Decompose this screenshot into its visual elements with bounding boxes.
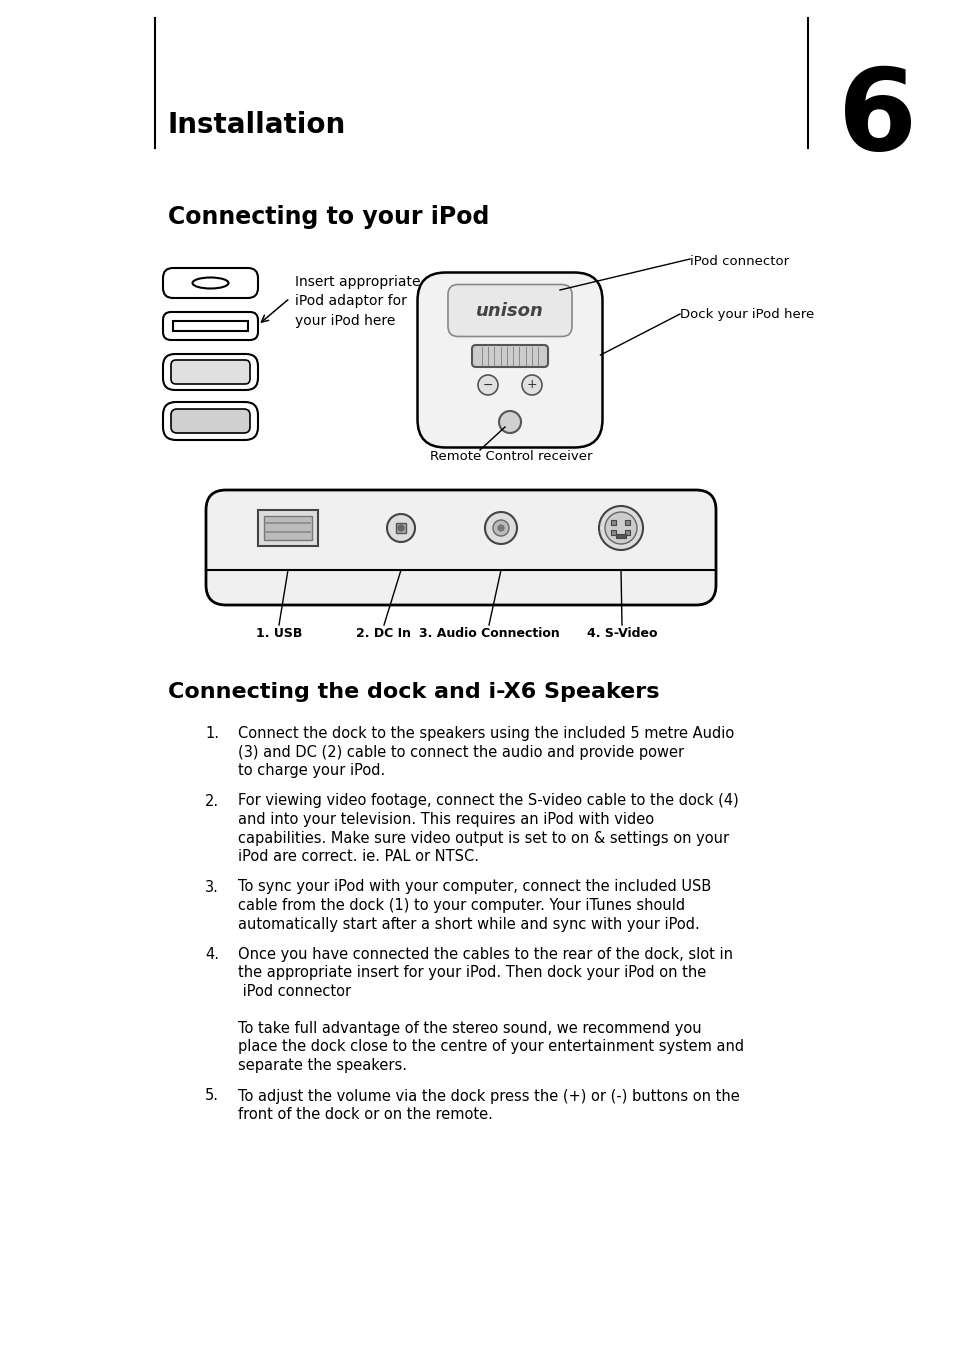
Circle shape xyxy=(604,512,637,544)
Text: unison: unison xyxy=(476,302,543,320)
Text: 1.: 1. xyxy=(205,726,219,741)
Bar xyxy=(616,533,625,538)
Circle shape xyxy=(493,520,509,536)
Text: and into your television. This requires an iPod with video: and into your television. This requires … xyxy=(237,812,654,827)
Circle shape xyxy=(397,525,403,531)
Text: (3) and DC (2) cable to connect the audio and provide power: (3) and DC (2) cable to connect the audi… xyxy=(237,745,683,760)
FancyBboxPatch shape xyxy=(163,353,257,390)
Circle shape xyxy=(521,375,541,395)
Text: Once you have connected the cables to the rear of the dock, slot in: Once you have connected the cables to th… xyxy=(237,946,732,961)
Text: to charge your iPod.: to charge your iPod. xyxy=(237,764,385,779)
Text: Remote Control receiver: Remote Control receiver xyxy=(430,450,592,463)
FancyBboxPatch shape xyxy=(163,402,257,440)
Bar xyxy=(611,529,616,535)
FancyBboxPatch shape xyxy=(448,284,572,337)
Bar xyxy=(257,510,317,546)
FancyBboxPatch shape xyxy=(206,490,716,605)
FancyBboxPatch shape xyxy=(163,311,257,340)
Text: the appropriate insert for your iPod. Then dock your iPod on the: the appropriate insert for your iPod. Th… xyxy=(237,965,705,980)
Circle shape xyxy=(497,525,503,531)
Bar xyxy=(625,520,630,524)
Text: cable from the dock (1) to your computer. Your iTunes should: cable from the dock (1) to your computer… xyxy=(237,898,684,913)
Text: capabilities. Make sure video output is set to on & settings on your: capabilities. Make sure video output is … xyxy=(237,830,728,845)
Circle shape xyxy=(598,506,642,550)
Text: Connecting to your iPod: Connecting to your iPod xyxy=(168,204,489,229)
Text: iPod connector: iPod connector xyxy=(237,984,351,999)
Text: For viewing video footage, connect the S-video cable to the dock (4): For viewing video footage, connect the S… xyxy=(237,793,738,808)
Text: To take full advantage of the stereo sound, we recommend you: To take full advantage of the stereo sou… xyxy=(237,1021,700,1036)
Text: 2.: 2. xyxy=(205,793,219,808)
Text: 3.: 3. xyxy=(205,880,218,895)
Bar xyxy=(264,516,312,540)
Text: To adjust the volume via the dock press the (+) or (-) buttons on the: To adjust the volume via the dock press … xyxy=(237,1089,739,1104)
Text: iPod are correct. ie. PAL or NTSC.: iPod are correct. ie. PAL or NTSC. xyxy=(237,849,478,864)
Text: Connect the dock to the speakers using the included 5 metre Audio: Connect the dock to the speakers using t… xyxy=(237,726,734,741)
Bar xyxy=(611,520,616,524)
Text: Connecting the dock and i-X6 Speakers: Connecting the dock and i-X6 Speakers xyxy=(168,682,659,701)
Circle shape xyxy=(484,512,517,544)
Text: iPod connector: iPod connector xyxy=(689,255,788,268)
Text: Insert appropriate
iPod adaptor for
your iPod here: Insert appropriate iPod adaptor for your… xyxy=(294,275,420,328)
Text: separate the speakers.: separate the speakers. xyxy=(237,1057,407,1072)
Text: place the dock close to the centre of your entertainment system and: place the dock close to the centre of yo… xyxy=(237,1040,743,1055)
Text: −: − xyxy=(482,379,493,391)
Bar xyxy=(172,321,248,330)
Text: front of the dock or on the remote.: front of the dock or on the remote. xyxy=(237,1108,493,1122)
Text: Installation: Installation xyxy=(168,111,346,139)
Text: 6: 6 xyxy=(838,62,917,173)
Text: 5.: 5. xyxy=(205,1089,219,1104)
Text: automatically start after a short while and sync with your iPod.: automatically start after a short while … xyxy=(237,917,699,932)
Text: 1. USB: 1. USB xyxy=(255,627,302,640)
FancyBboxPatch shape xyxy=(417,272,602,448)
Text: +: + xyxy=(526,379,537,391)
Circle shape xyxy=(387,515,415,542)
Bar xyxy=(625,529,630,535)
Text: 4.: 4. xyxy=(205,946,219,961)
Text: To sync your iPod with your computer, connect the included USB: To sync your iPod with your computer, co… xyxy=(237,880,711,895)
FancyBboxPatch shape xyxy=(163,268,257,298)
Circle shape xyxy=(477,375,497,395)
Text: 3. Audio Connection: 3. Audio Connection xyxy=(418,627,558,640)
Bar xyxy=(395,523,406,533)
Text: 4. S-Video: 4. S-Video xyxy=(586,627,657,640)
FancyBboxPatch shape xyxy=(171,360,250,385)
Text: 2. DC In: 2. DC In xyxy=(356,627,411,640)
FancyBboxPatch shape xyxy=(472,345,547,367)
FancyBboxPatch shape xyxy=(171,409,250,433)
Text: Dock your iPod here: Dock your iPod here xyxy=(679,307,814,321)
Circle shape xyxy=(498,412,520,433)
